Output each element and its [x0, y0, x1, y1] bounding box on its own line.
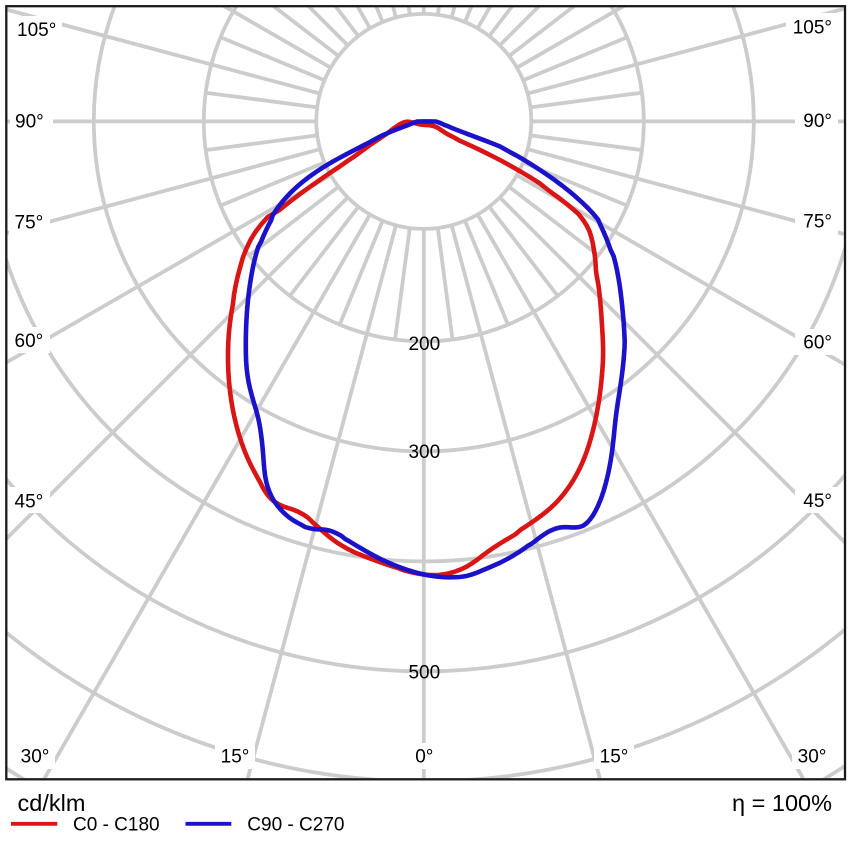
- svg-text:C90 - C270: C90 - C270: [247, 814, 344, 835]
- svg-text:30°: 30°: [21, 747, 50, 768]
- svg-text:60°: 60°: [15, 331, 44, 352]
- svg-text:300: 300: [408, 442, 440, 463]
- svg-text:15°: 15°: [600, 747, 629, 768]
- svg-text:30°: 30°: [798, 747, 827, 768]
- svg-text:75°: 75°: [803, 212, 832, 233]
- svg-text:90°: 90°: [15, 111, 44, 132]
- svg-text:500: 500: [408, 663, 440, 684]
- svg-text:cd/klm: cd/klm: [18, 790, 86, 816]
- svg-text:45°: 45°: [803, 491, 832, 512]
- svg-text:105°: 105°: [17, 20, 56, 41]
- svg-text:75°: 75°: [15, 213, 44, 234]
- svg-text:C0 - C180: C0 - C180: [73, 814, 160, 835]
- svg-text:0°: 0°: [415, 747, 433, 768]
- svg-text:15°: 15°: [221, 747, 250, 768]
- svg-text:η = 100%: η = 100%: [732, 790, 832, 816]
- svg-text:90°: 90°: [803, 111, 832, 132]
- svg-text:45°: 45°: [15, 491, 44, 512]
- svg-text:60°: 60°: [803, 333, 832, 354]
- svg-text:200: 200: [408, 334, 440, 355]
- svg-text:105°: 105°: [793, 18, 832, 39]
